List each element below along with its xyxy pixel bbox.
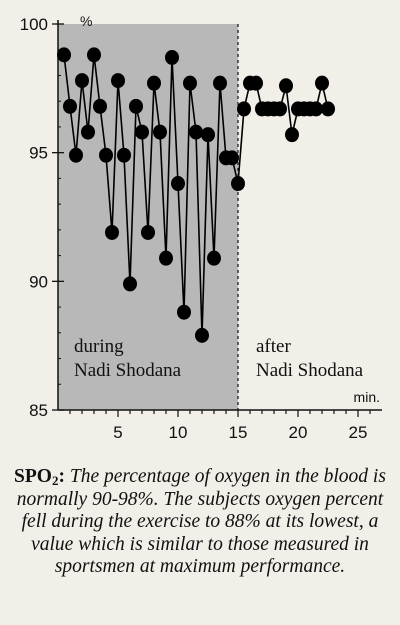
- data-point: [273, 101, 287, 117]
- data-point: [249, 75, 263, 91]
- y-tick-label: 95: [29, 144, 48, 163]
- data-point: [147, 75, 161, 91]
- data-point: [189, 124, 203, 140]
- x-tick-label: 25: [349, 423, 368, 442]
- x-tick-label: 10: [169, 423, 188, 442]
- data-point: [141, 224, 155, 240]
- data-point: [93, 98, 107, 114]
- y-tick-label: 100: [20, 15, 48, 34]
- data-point: [105, 224, 119, 240]
- x-tick-label: 15: [229, 423, 248, 442]
- data-point: [195, 327, 209, 343]
- data-point: [99, 147, 113, 163]
- data-point: [159, 250, 173, 266]
- x-tick-label: 20: [289, 423, 308, 442]
- figure-caption: SPO2: The percentage of oxygen in the bl…: [14, 466, 386, 579]
- data-point: [207, 250, 221, 266]
- data-point: [135, 124, 149, 140]
- caption-text: The percentage of oxygen in the blood is…: [16, 466, 386, 577]
- data-point: [69, 147, 83, 163]
- phase-labels: during Nadi Shodana after Nadi Shodana: [74, 336, 364, 381]
- data-point: [231, 176, 245, 192]
- data-point: [321, 101, 335, 117]
- data-point: [279, 78, 293, 94]
- data-point: [75, 73, 89, 89]
- y-tick-label: 85: [29, 401, 48, 420]
- data-point: [63, 98, 77, 114]
- data-point: [129, 98, 143, 114]
- data-point: [201, 127, 215, 143]
- data-point: [171, 176, 185, 192]
- y-unit-label: %: [80, 13, 92, 29]
- spo2-data-points: [57, 47, 335, 343]
- data-point: [165, 49, 179, 65]
- data-point: [237, 101, 251, 117]
- y-axis-ticks: 85 90 95 100: [20, 15, 64, 420]
- caption-label: SPO2:: [14, 466, 65, 488]
- data-point: [81, 124, 95, 140]
- data-point: [225, 150, 239, 166]
- phase-during-line2: Nadi Shodana: [74, 360, 182, 381]
- data-point: [285, 127, 299, 143]
- x-axis-ticks: 5 10 15 20 25: [69, 410, 371, 442]
- data-point: [183, 75, 197, 91]
- data-point: [153, 124, 167, 140]
- data-point: [111, 73, 125, 89]
- data-point: [177, 304, 191, 320]
- data-point: [123, 276, 137, 292]
- data-point: [87, 47, 101, 63]
- spo2-chart: 85 90 95 100 5 10 15 20 25 % min. during Nadi S…: [20, 13, 382, 442]
- data-point: [57, 47, 71, 63]
- phase-after-line1: after: [256, 336, 291, 357]
- data-point: [117, 147, 131, 163]
- phase-during-line1: during: [74, 336, 124, 357]
- data-point: [309, 101, 323, 117]
- y-tick-label: 90: [29, 272, 48, 291]
- data-point: [315, 75, 329, 91]
- x-tick-label: 5: [113, 423, 122, 442]
- phase-after-line2: Nadi Shodana: [256, 360, 364, 381]
- data-point: [213, 75, 227, 91]
- x-unit-label: min.: [354, 389, 380, 405]
